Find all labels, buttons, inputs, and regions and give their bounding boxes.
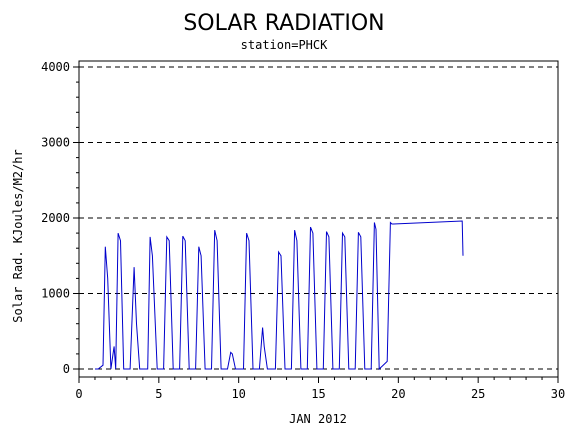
x-tick-label: 0 xyxy=(75,387,82,401)
chart-subtitle: station=PHCK xyxy=(241,38,328,52)
y-tick-label: 4000 xyxy=(41,60,70,74)
y-tick-label: 1000 xyxy=(41,287,70,301)
chart-title: SOLAR RADIATION xyxy=(183,11,384,36)
axes xyxy=(78,60,559,378)
ticks xyxy=(73,66,559,383)
y-tick-label: 0 xyxy=(63,362,70,376)
tick-labels: 0 1000 2000 3000 4000 0 5 10 15 20 25 30 xyxy=(41,60,565,401)
x-tick-label: 30 xyxy=(551,387,565,401)
x-tick-label: 10 xyxy=(231,387,245,401)
series-line-0 xyxy=(95,220,464,371)
plot-frame xyxy=(78,60,559,378)
series-layer xyxy=(95,220,464,371)
y-axis-label: Solar Rad. KJoules/M2/hr xyxy=(11,149,25,322)
y-tick-label: 2000 xyxy=(41,211,70,225)
x-tick-label: 5 xyxy=(155,387,162,401)
x-tick-label: 25 xyxy=(471,387,485,401)
x-axis-label: JAN 2012 xyxy=(289,412,347,426)
x-tick-label: 20 xyxy=(391,387,405,401)
x-tick-label: 15 xyxy=(311,387,325,401)
grid-lines xyxy=(79,66,558,370)
y-tick-label: 3000 xyxy=(41,136,70,150)
